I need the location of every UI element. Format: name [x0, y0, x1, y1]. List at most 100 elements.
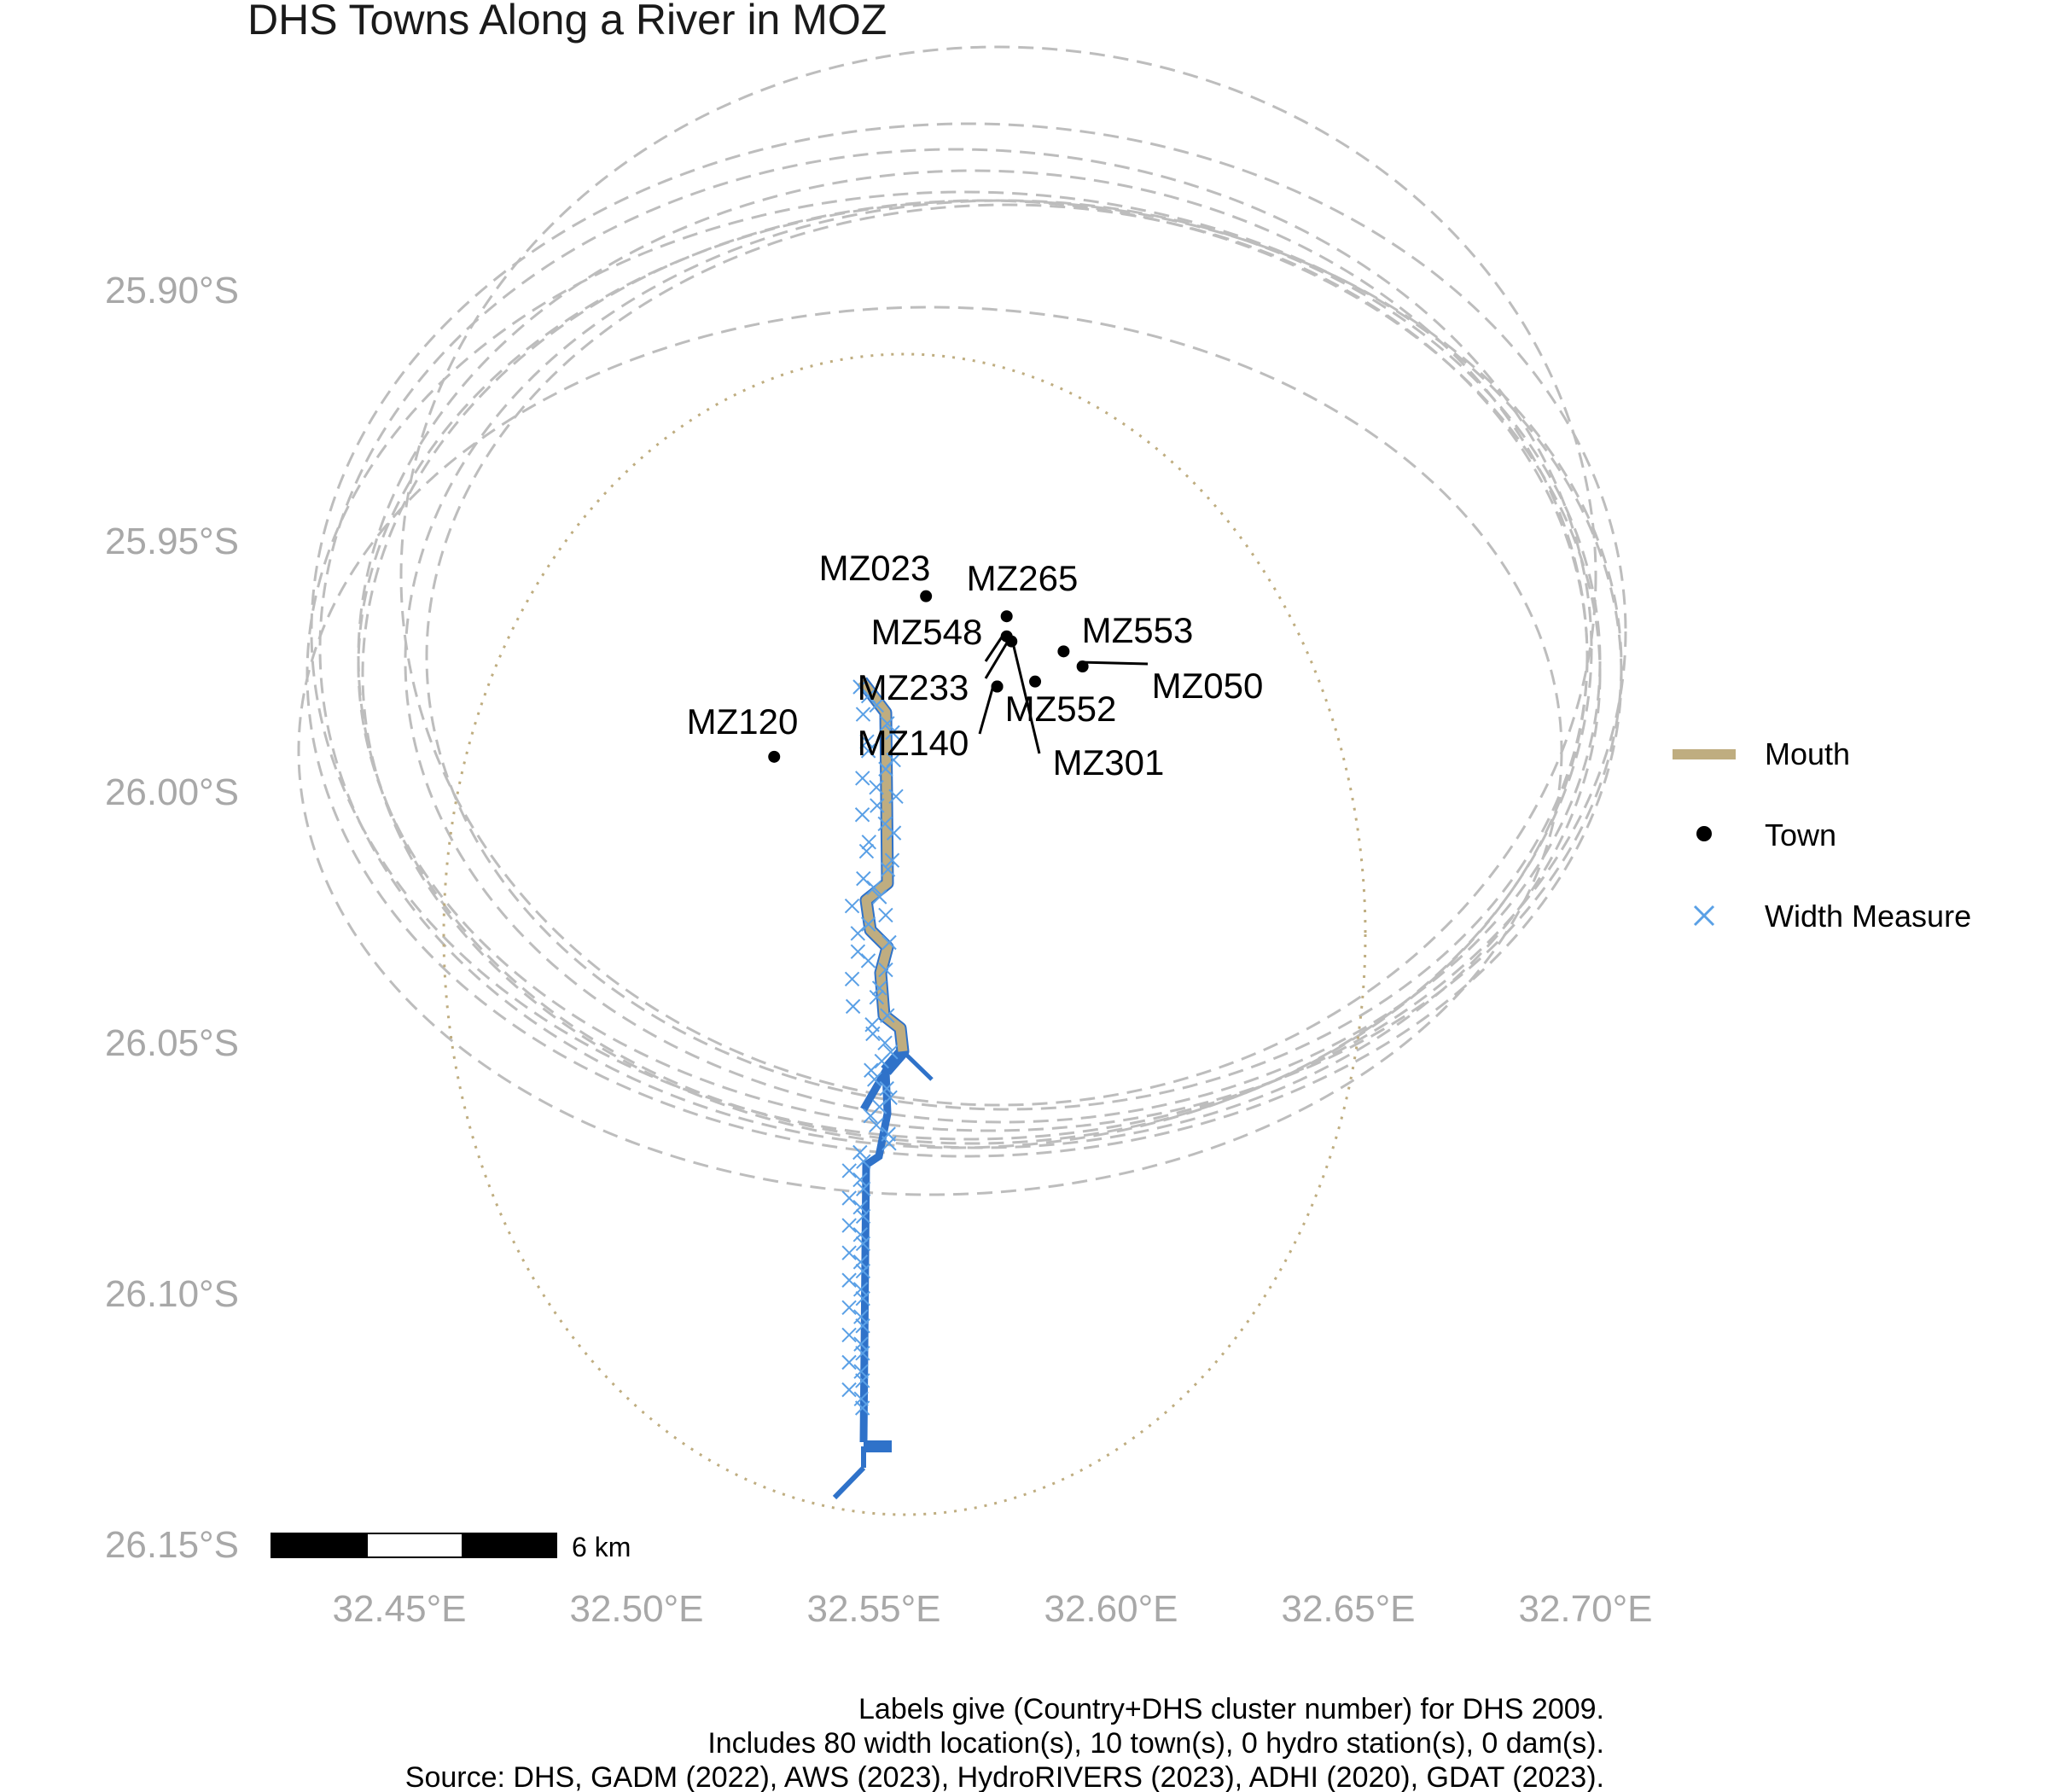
lon-tick-label: 32.45°E — [332, 1588, 466, 1630]
town-label: MZ120 — [687, 701, 799, 742]
width-measure-marker — [841, 1354, 857, 1370]
caption-line-2: Includes 80 width location(s), 10 town(s… — [707, 1727, 1604, 1760]
lat-tick-label: 26.00°S — [105, 771, 239, 813]
town-buffer-circle — [425, 203, 1589, 1111]
town-buffer-circle — [404, 199, 1602, 1124]
river-lines — [832, 677, 934, 1500]
river-channel — [832, 1465, 866, 1500]
width-measure-marker — [869, 989, 885, 1005]
width-measure-marker — [855, 1318, 870, 1334]
leader-line — [1009, 635, 1041, 754]
width-measure-marker — [858, 843, 875, 859]
latitude-axis: 25.90°S 25.95°S 26.00°S 26.05°S 26.10°S 26.15… — [105, 270, 239, 1566]
town-label: MZ553 — [1082, 610, 1194, 650]
width-measure-marker — [856, 1181, 871, 1196]
width-measure-marker — [864, 1062, 879, 1078]
width-measure-marker — [884, 852, 900, 868]
caption-line-1: Labels give (Country+DHS cluster number)… — [858, 1693, 1604, 1725]
width-measure-marker — [856, 1154, 871, 1169]
width-measure-marker — [855, 707, 871, 722]
town-marker — [1076, 660, 1089, 672]
town-label: MZ050 — [1152, 666, 1264, 706]
lon-tick-label: 32.55°E — [806, 1588, 940, 1630]
scale-bar-segment — [366, 1533, 463, 1558]
town-labels: MZ023 MZ265 MZ548 MZ553 MZ050 MZ233 MZ552 MZ140… — [687, 548, 1264, 783]
legend-width-measure-key — [1693, 905, 1715, 927]
width-measure-marker — [844, 971, 860, 986]
width-measure-marker — [852, 1199, 868, 1215]
width-measure-marker — [853, 1336, 869, 1352]
town-buffer-circle — [297, 305, 1563, 1196]
width-measure-marker — [855, 1263, 871, 1279]
lat-tick-label: 26.15°S — [105, 1524, 239, 1566]
width-measure-marker — [881, 934, 897, 951]
scale-bar-segment — [462, 1533, 557, 1558]
lat-tick-label: 26.10°S — [105, 1273, 239, 1315]
width-measure-marker — [878, 962, 893, 978]
width-measure-marker — [882, 1090, 898, 1106]
width-measure-marker — [869, 697, 884, 713]
buffer-circles — [297, 45, 1627, 1196]
width-measure-marker — [886, 825, 902, 841]
town-buffer-circle — [310, 122, 1627, 1141]
width-measure-marker — [841, 1300, 857, 1316]
width-measure-marker — [852, 1227, 869, 1242]
width-measure-marker — [860, 743, 876, 759]
lat-tick-label: 25.95°S — [105, 521, 239, 562]
longitude-axis: 32.45°E 32.50°E 32.55°E 32.60°E 32.65°E 32.70… — [332, 1588, 1652, 1630]
town-label: MZ301 — [1053, 742, 1165, 783]
map-title: DHS Towns Along a River in MOZ — [247, 0, 887, 44]
width-measure-marker — [853, 1309, 869, 1324]
width-measure-marker — [877, 1035, 893, 1050]
width-measure-marker — [856, 870, 871, 887]
caption-line-3: Source: DHS, GADM (2022), AWS (2023), Hy… — [405, 1761, 1604, 1792]
width-measure-marker — [854, 1400, 870, 1416]
width-measure-marker — [855, 1208, 871, 1225]
lon-tick-label: 32.65°E — [1281, 1588, 1415, 1630]
town-marker — [920, 590, 933, 602]
river-mouth-segment — [858, 678, 908, 1052]
width-measure-marker — [841, 1218, 857, 1233]
width-measure-marker — [844, 899, 860, 914]
town-label: MZ548 — [871, 612, 983, 652]
width-measure-marker — [852, 1144, 868, 1161]
width-measure-marker — [861, 835, 876, 850]
width-measure-marker — [880, 716, 895, 731]
town-label: MZ233 — [858, 667, 969, 707]
width-measure-marker — [874, 1053, 889, 1069]
width-measure-marker — [852, 1282, 869, 1297]
river-tributary — [901, 1050, 934, 1081]
lat-tick-label: 26.05°S — [105, 1022, 239, 1064]
width-measure-marker — [865, 1026, 881, 1042]
town-marker — [768, 750, 781, 763]
width-measure-marker — [853, 1391, 869, 1407]
width-measure-marker — [866, 880, 881, 896]
legend-town-key — [1696, 826, 1712, 841]
width-measure-marker — [881, 1136, 897, 1151]
width-measure-marker — [869, 779, 884, 795]
scale-bar: 6 km — [271, 1532, 631, 1562]
town-label: MZ265 — [967, 558, 1079, 598]
width-measure-marker — [863, 1108, 878, 1124]
width-measure-marker — [870, 798, 885, 813]
width-measure-marker — [845, 998, 861, 1015]
width-measure-marker — [841, 1190, 857, 1206]
town-marker — [1029, 675, 1042, 688]
width-measure-marker — [852, 1254, 869, 1270]
width-measure-marker — [871, 980, 887, 996]
width-measure-marker — [878, 761, 893, 777]
width-measure-marker — [855, 1290, 870, 1306]
town-label: MZ023 — [819, 548, 931, 588]
town-points — [768, 590, 1089, 763]
width-measure-marker — [855, 1346, 870, 1361]
width-measure-marker — [860, 953, 876, 969]
width-measure-marker — [841, 1327, 857, 1343]
town-buffer-circle — [361, 199, 1602, 1149]
width-measure-marker — [841, 1382, 857, 1398]
leader-line — [1079, 660, 1149, 666]
lon-tick-label: 32.70°E — [1518, 1588, 1652, 1630]
width-measure-marker — [853, 1364, 869, 1379]
legend: Mouth Town Width Measure — [1673, 736, 1971, 934]
width-measure-marker — [885, 724, 900, 741]
